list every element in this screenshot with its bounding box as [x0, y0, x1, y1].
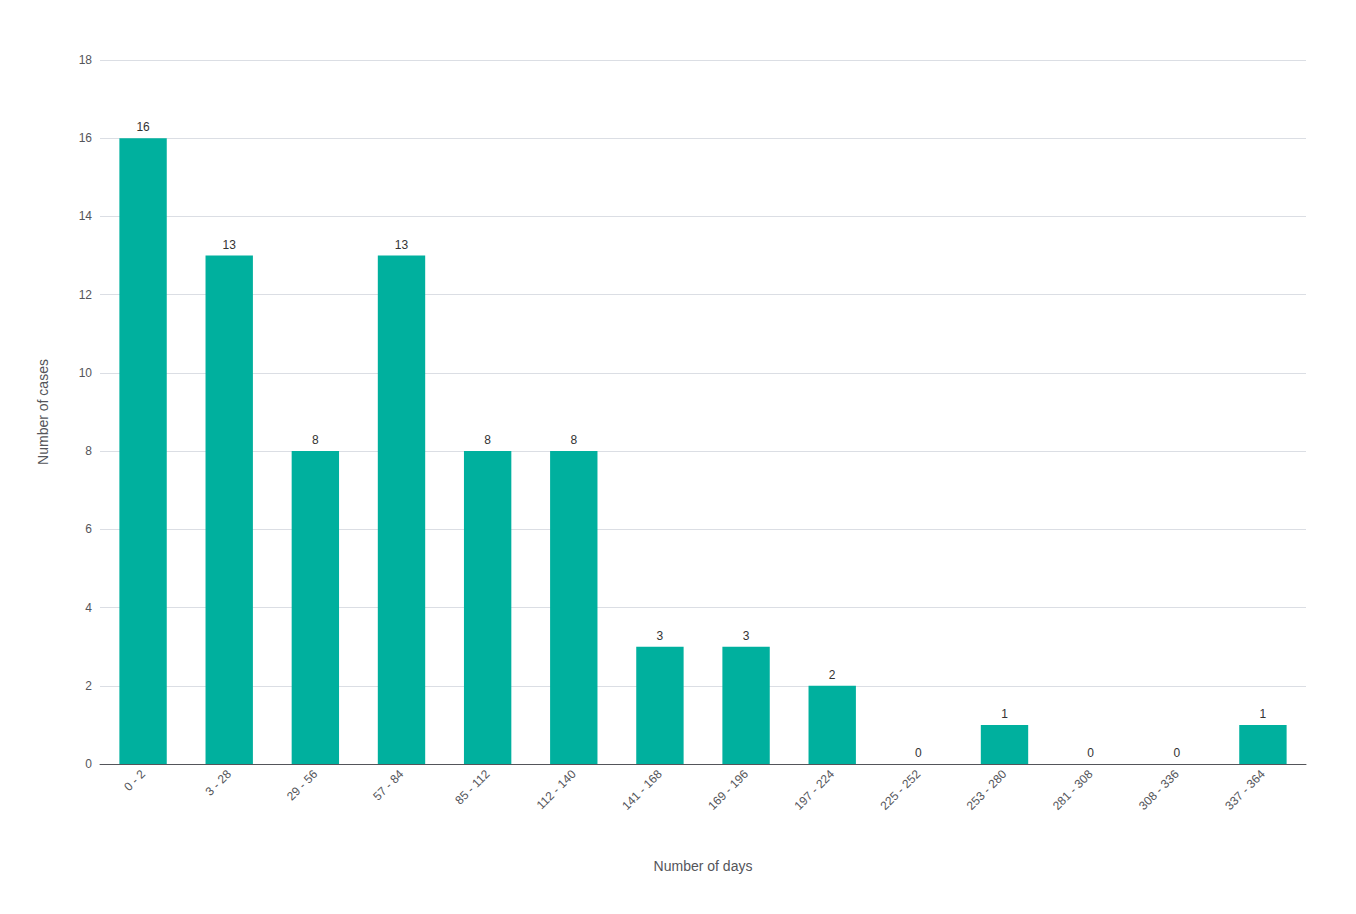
- svg-text:8: 8: [570, 433, 577, 447]
- svg-text:308 - 336: 308 - 336: [1136, 767, 1182, 813]
- svg-text:1: 1: [1260, 707, 1267, 721]
- svg-text:3: 3: [743, 629, 750, 643]
- svg-text:197 - 224: 197 - 224: [791, 767, 837, 813]
- svg-text:4: 4: [85, 601, 92, 615]
- svg-text:29 - 56: 29 - 56: [284, 767, 321, 804]
- svg-text:10: 10: [79, 366, 93, 380]
- svg-text:85 - 112: 85 - 112: [452, 767, 493, 808]
- svg-text:281 - 308: 281 - 308: [1050, 767, 1096, 813]
- svg-text:Number of cases: Number of cases: [35, 359, 51, 465]
- svg-text:141 - 168: 141 - 168: [619, 767, 665, 813]
- svg-text:1: 1: [1001, 707, 1008, 721]
- svg-text:57 - 84: 57 - 84: [370, 767, 407, 804]
- svg-text:112 - 140: 112 - 140: [534, 767, 579, 812]
- svg-text:3: 3: [657, 629, 664, 643]
- svg-text:169 - 196: 169 - 196: [705, 767, 751, 813]
- svg-text:0 - 2: 0 - 2: [121, 767, 148, 794]
- svg-text:0: 0: [85, 757, 92, 771]
- svg-text:225 - 252: 225 - 252: [878, 767, 924, 813]
- svg-text:0: 0: [1087, 746, 1094, 760]
- svg-text:337 - 364: 337 - 364: [1222, 767, 1268, 813]
- svg-text:0: 0: [1173, 746, 1180, 760]
- svg-text:8: 8: [85, 444, 92, 458]
- svg-text:12: 12: [79, 288, 93, 302]
- svg-text:8: 8: [484, 433, 491, 447]
- svg-text:16: 16: [79, 131, 93, 145]
- svg-text:13: 13: [395, 238, 409, 252]
- svg-text:2: 2: [85, 679, 92, 693]
- svg-text:Number of days: Number of days: [654, 858, 753, 874]
- svg-text:2: 2: [829, 668, 836, 682]
- svg-text:253 - 280: 253 - 280: [964, 767, 1010, 813]
- svg-text:13: 13: [223, 238, 237, 252]
- svg-text:8: 8: [312, 433, 319, 447]
- svg-text:6: 6: [85, 522, 92, 536]
- svg-text:0: 0: [915, 746, 922, 760]
- svg-text:18: 18: [79, 53, 93, 67]
- svg-text:16: 16: [136, 120, 150, 134]
- svg-text:3 - 28: 3 - 28: [203, 767, 235, 799]
- svg-text:14: 14: [79, 209, 93, 223]
